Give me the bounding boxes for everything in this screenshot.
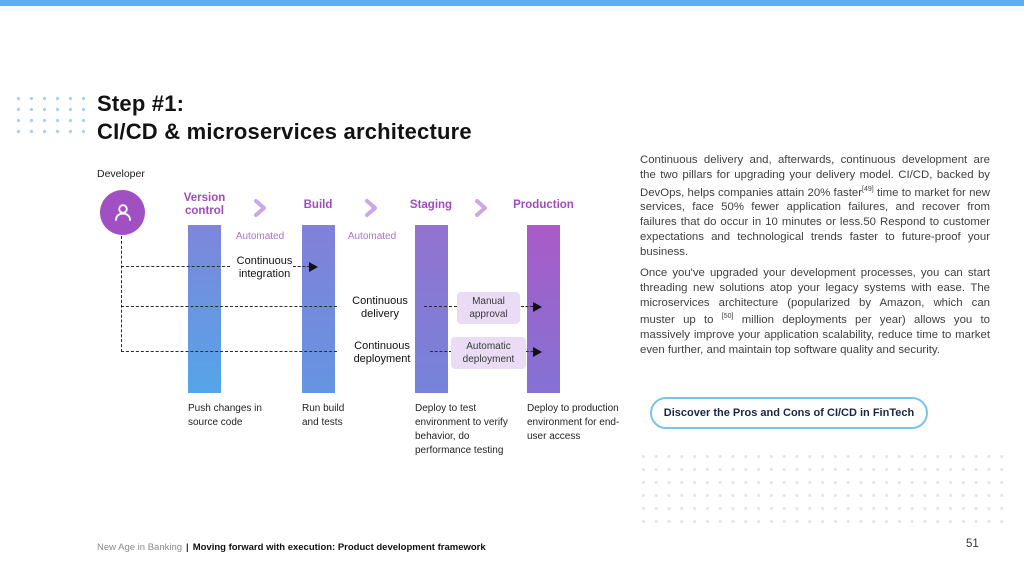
title-line-2: CI/CD & microservices architecture <box>97 119 472 144</box>
flow-line-continuous-delivery-mid <box>424 306 457 307</box>
automated-label: Automated <box>347 231 397 242</box>
stage-caption-production: Deploy to production environment for end… <box>527 403 620 442</box>
chevron-right-icon <box>364 199 378 222</box>
footnote-ref-49: [49] <box>862 185 874 193</box>
flow-line-continuous-integration <box>121 266 230 267</box>
developer-flow-line-vertical <box>121 236 122 352</box>
decorative-dots-top-left <box>12 93 92 137</box>
paragraph-1-text: Continuous delivery and, afterwards, con… <box>640 154 990 199</box>
flow-label-continuous-integration: Continuous integration <box>236 255 293 280</box>
stage-bar-production <box>527 225 560 393</box>
page-number: 51 <box>966 538 979 550</box>
body-paragraph-1: Continuous delivery and, afterwards, con… <box>640 153 990 259</box>
stage-header-build: Build <box>303 199 333 211</box>
gate-automatic-deployment: Automatic deployment <box>451 337 526 369</box>
stage-bar-version-control <box>188 225 221 393</box>
stage-header-staging: Staging <box>409 199 453 211</box>
arrow-right-icon <box>533 347 542 357</box>
cta-button[interactable]: Discover the Pros and Cons of CI/CD in F… <box>650 397 928 429</box>
footer-document-title: New Age in Banking <box>97 542 183 553</box>
developer-avatar <box>100 190 145 235</box>
gate-manual-approval: Manual approval <box>457 292 520 324</box>
paragraph-1-text-cont: time to market for new services, face 50… <box>640 186 990 258</box>
flow-label-continuous-delivery: Continuous delivery <box>352 295 408 320</box>
flow-line-continuous-deployment-mid <box>430 351 452 352</box>
developer-label: Developer <box>97 168 145 180</box>
flow-line-continuous-deployment <box>121 351 337 352</box>
flow-line-continuous-delivery <box>121 306 337 307</box>
stage-caption-build: Run build and tests <box>302 403 345 428</box>
flow-line-continuous-integration-arrow <box>293 266 310 267</box>
paragraph-2-text-cont: million deployments per year) allows you… <box>640 314 990 356</box>
flow-label-continuous-deployment: Continuous deployment <box>353 340 411 365</box>
top-accent-bar <box>0 0 1024 6</box>
automated-label: Automated <box>235 231 285 242</box>
paragraph-2-text: Once you've upgraded your development pr… <box>640 267 990 327</box>
chevron-right-icon <box>474 199 488 222</box>
footer-separator: | <box>186 542 189 553</box>
top-accent-soft-bar <box>0 6 1024 11</box>
footer-section-title: Moving forward with execution: Product d… <box>192 542 486 553</box>
stage-header-production: Production <box>513 199 574 211</box>
arrow-right-icon <box>309 262 318 272</box>
stage-bar-staging <box>415 225 448 393</box>
person-icon <box>114 203 131 221</box>
stage-caption-staging: Deploy to test environment to verify beh… <box>415 403 508 456</box>
flow-line-continuous-deployment-end <box>526 351 533 352</box>
title-line-1: Step #1: <box>97 91 185 116</box>
decorative-dots-bottom-right <box>637 450 1009 528</box>
stage-bar-build <box>302 225 335 393</box>
stage-caption-version-control: Push changes in source code <box>188 403 262 428</box>
footer: New Age in Banking | Moving forward with e… <box>97 542 486 553</box>
page-title: Step #1: CI/CD & microservices architect… <box>97 90 472 146</box>
arrow-right-icon <box>533 302 542 312</box>
stage-header-version-control: Version control <box>183 192 226 217</box>
body-paragraph-2: Once you've upgraded your development pr… <box>640 266 990 358</box>
flow-line-continuous-delivery-end <box>521 306 533 307</box>
chevron-right-icon <box>253 199 267 222</box>
footnote-ref-50: [50] <box>721 313 734 321</box>
